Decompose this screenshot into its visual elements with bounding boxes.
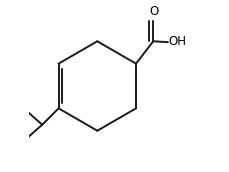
Text: OH: OH bbox=[169, 35, 187, 48]
Text: O: O bbox=[150, 5, 159, 18]
